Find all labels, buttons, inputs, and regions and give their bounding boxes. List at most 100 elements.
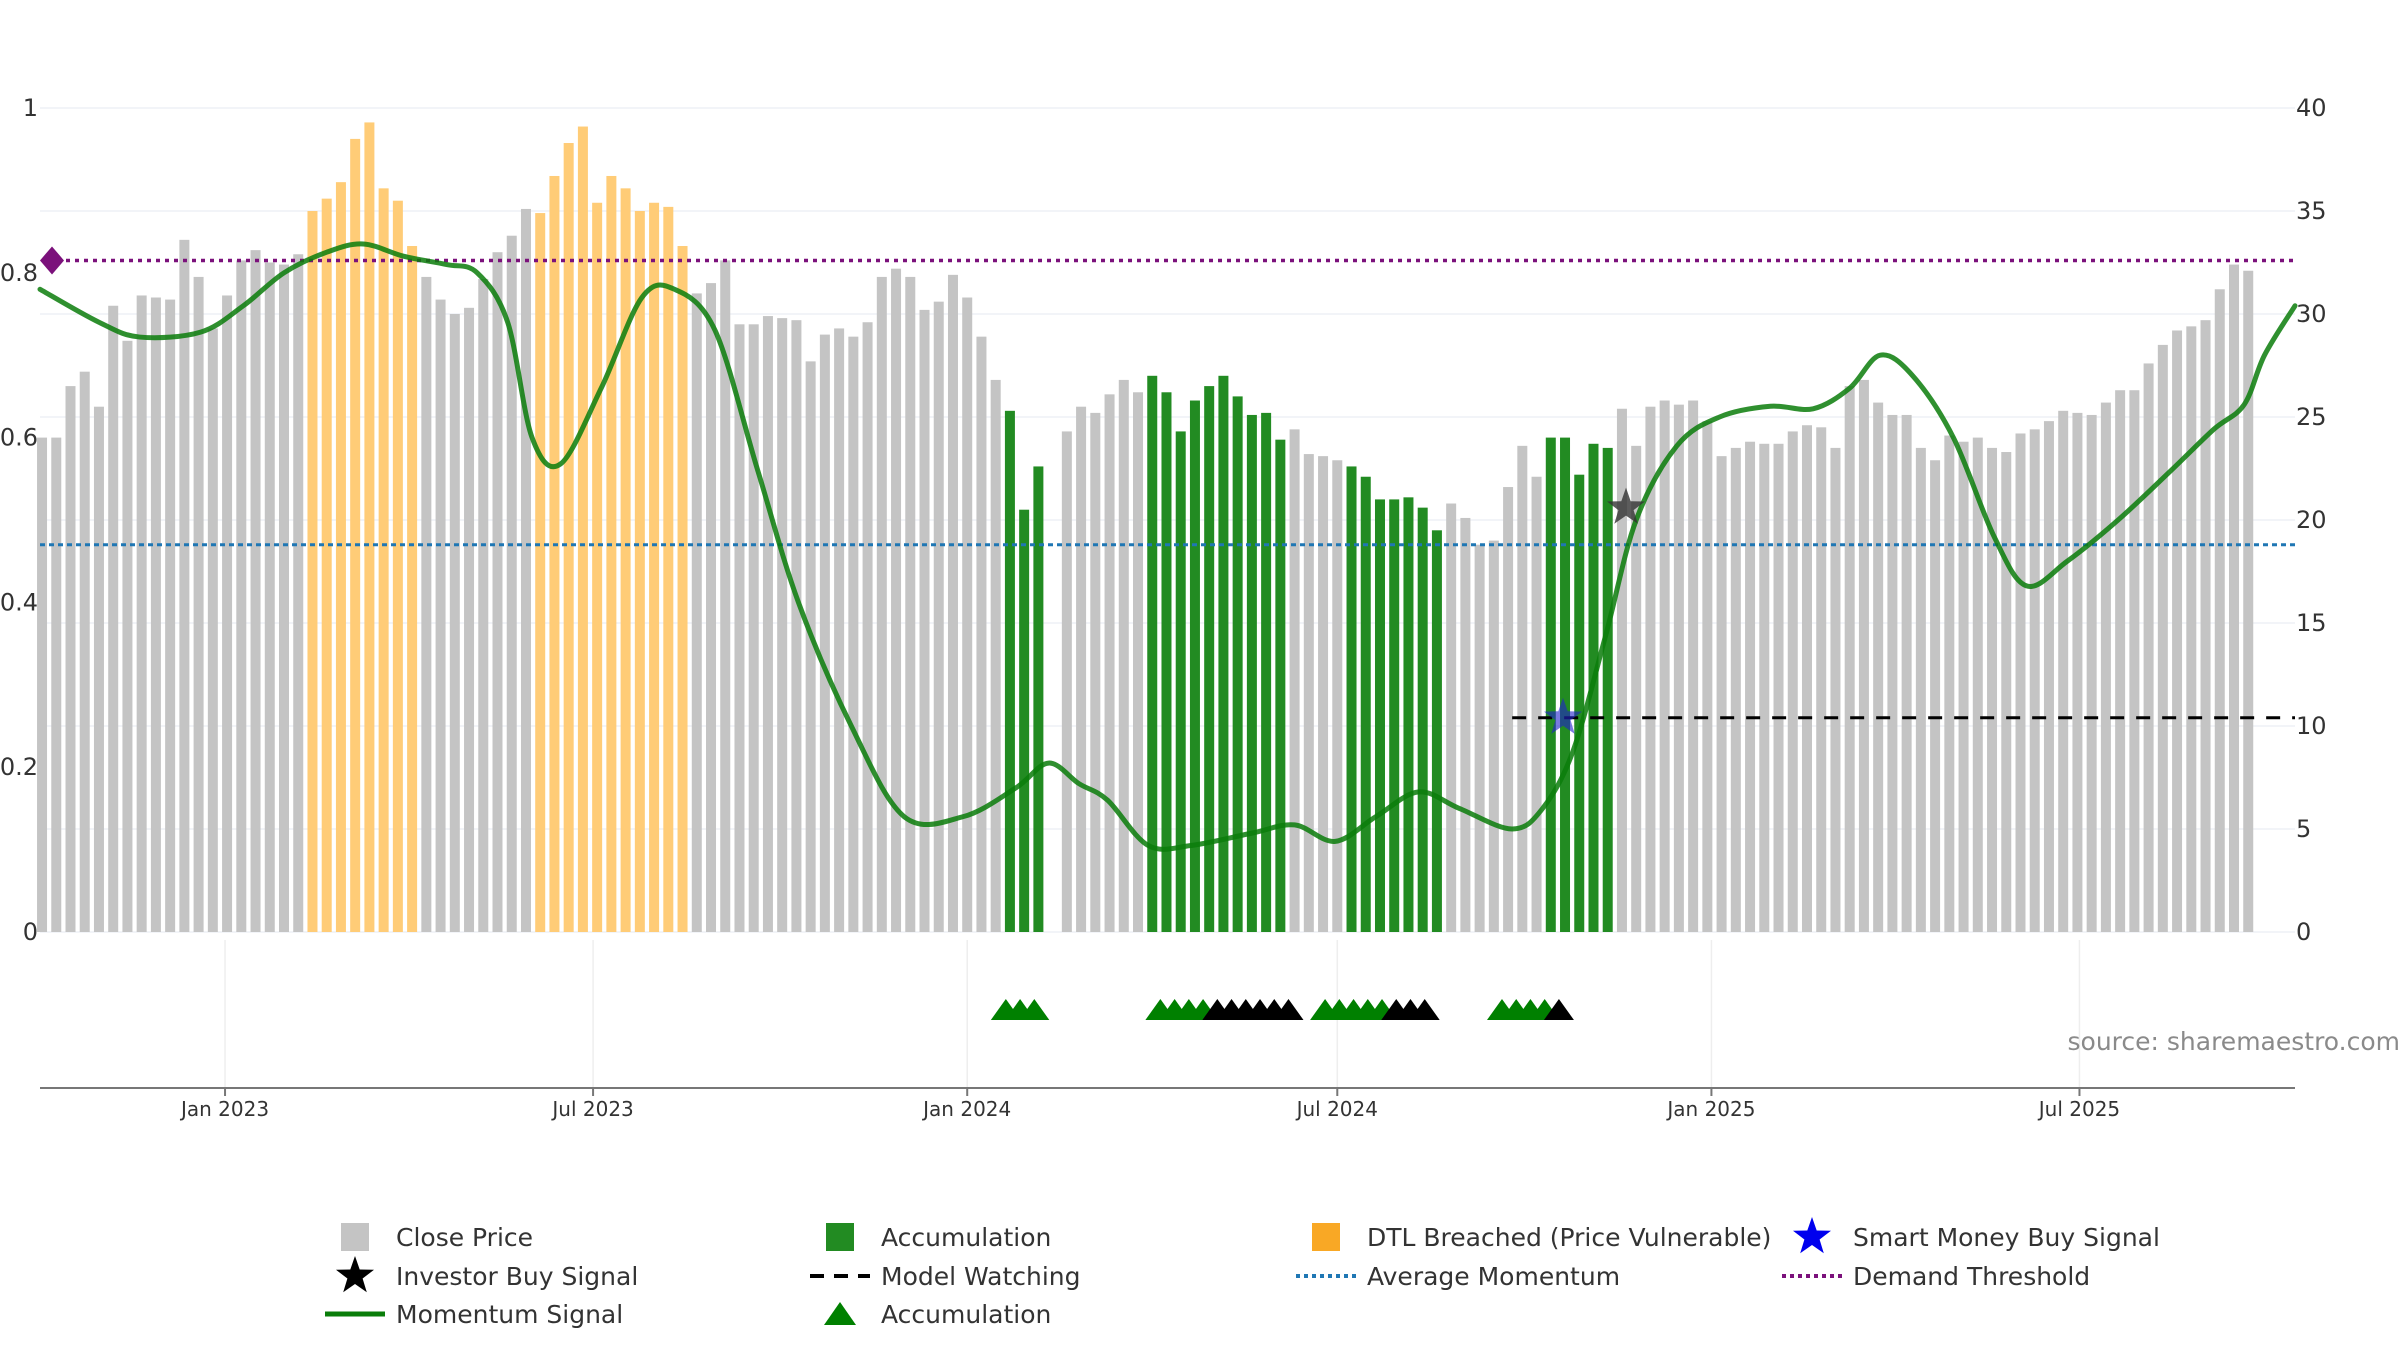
legend-item: Accumulation	[824, 1300, 1051, 1329]
x-tick-label: Jan 2025	[1665, 1097, 1755, 1121]
accumulation-bar	[1389, 499, 1400, 932]
investor-buy-signal-star	[1607, 487, 1645, 524]
accumulation-bar	[1560, 437, 1571, 932]
close-price-bar	[421, 276, 432, 932]
accumulation-bar	[1374, 499, 1385, 932]
close-price-bar	[2243, 270, 2254, 932]
close-price-bar	[2186, 326, 2197, 932]
close-price-bar	[1659, 400, 1670, 932]
accumulation-bar	[1147, 375, 1158, 932]
right-tick-label: 30	[2296, 300, 2327, 328]
close-price-bar	[862, 322, 873, 932]
accumulation-bar	[1204, 386, 1215, 933]
legend-item: DTL Breached (Price Vulnerable)	[1312, 1223, 1771, 1252]
legend-label: Close Price	[396, 1223, 533, 1252]
accumulation-bar	[1218, 375, 1229, 932]
close-price-bar	[762, 316, 773, 932]
dtl-breached-bar	[549, 175, 560, 933]
legend-label: DTL Breached (Price Vulnerable)	[1367, 1223, 1771, 1252]
dtl-breached-bar	[677, 246, 688, 932]
close-price-bar	[136, 295, 147, 933]
right-tick-label: 35	[2296, 197, 2327, 225]
close-price-bar	[720, 260, 731, 932]
legend-item: Accumulation	[826, 1223, 1051, 1252]
accumulation-bar	[1360, 476, 1371, 932]
close-price-bar	[1716, 456, 1727, 932]
close-price-bar	[65, 386, 76, 933]
close-price-bar	[435, 299, 446, 933]
left-tick-label: 0.8	[0, 259, 38, 287]
close-price-bar	[1488, 540, 1499, 932]
dtl-breached-bar	[407, 246, 418, 932]
legend-triangle-swatch	[824, 1302, 856, 1325]
close-price-bar	[1118, 379, 1129, 932]
dtl-breached-bar	[563, 143, 574, 932]
close-price-bar	[122, 340, 133, 932]
close-price-bar	[1303, 454, 1314, 932]
dtl-breached-bar	[577, 126, 588, 933]
close-price-bar	[848, 336, 859, 932]
left-tick-label: 0.4	[0, 588, 38, 616]
close-price-bar	[905, 276, 916, 932]
close-price-bar	[1104, 394, 1115, 933]
right-tick-label: 20	[2296, 506, 2327, 534]
left-tick-label: 0	[23, 918, 38, 946]
close-price-bar	[1958, 441, 1969, 932]
close-price-bar	[777, 318, 788, 932]
accumulation-bar	[1019, 509, 1030, 932]
close-price-bar	[2214, 289, 2225, 932]
accumulation-bar	[1431, 530, 1442, 932]
dtl-breached-bar	[364, 122, 375, 933]
close-price-bar	[193, 276, 204, 932]
close-price-bar	[1531, 476, 1542, 932]
close-price-bar	[990, 379, 1001, 932]
x-tick-label: Jul 2023	[550, 1097, 633, 1121]
accumulation-bar	[1004, 410, 1015, 932]
close-price-bar	[93, 406, 104, 932]
close-price-bar	[1745, 441, 1756, 932]
legend-item: Model Watching	[810, 1262, 1081, 1291]
x-tick-label: Jul 2024	[1295, 1097, 1378, 1121]
close-price-bar	[1730, 447, 1741, 932]
close-price-bar	[1332, 460, 1343, 932]
accumulation-bar	[1574, 474, 1585, 932]
dtl-breached-bar	[392, 200, 403, 932]
close-price-bar	[2228, 264, 2239, 932]
close-price-bar	[478, 278, 489, 933]
close-price-bar	[891, 268, 902, 932]
close-price-bar	[293, 254, 304, 932]
close-price-bar	[2129, 390, 2140, 933]
close-price-bar	[876, 276, 887, 932]
close-price-bar	[1901, 414, 1912, 932]
left-tick-label: 0.2	[0, 753, 38, 781]
legend-square-swatch	[826, 1223, 854, 1251]
close-price-bar	[2115, 390, 2126, 933]
close-price-bar	[1517, 445, 1528, 932]
close-price-bar	[506, 235, 517, 933]
dtl-breached-bar	[378, 188, 389, 933]
close-price-bar	[919, 309, 930, 932]
right-tick-label: 15	[2296, 609, 2327, 637]
accumulation-bar	[1175, 431, 1186, 932]
close-price-bar	[264, 262, 275, 932]
close-price-bar	[492, 252, 503, 932]
dtl-breached-bar	[663, 206, 674, 932]
right-tick-label: 40	[2296, 94, 2327, 122]
close-price-bar	[2172, 330, 2183, 933]
accumulation-triangle	[1019, 999, 1050, 1020]
close-price-bar	[79, 371, 90, 932]
close-price-bar	[748, 324, 759, 932]
dtl-breached-bar	[634, 211, 645, 932]
close-price-bar	[976, 336, 987, 932]
close-price-bar	[1830, 447, 1841, 932]
close-price-bar	[1773, 443, 1784, 932]
close-price-bar	[2043, 421, 2054, 932]
legend-label: Accumulation	[881, 1223, 1051, 1252]
close-price-bar	[1702, 421, 1713, 932]
close-price-bar	[1076, 406, 1087, 932]
legend-item: Demand Threshold	[1782, 1262, 2090, 1291]
close-price-bar	[1915, 447, 1926, 932]
close-price-bar	[1887, 414, 1898, 932]
close-price-bar	[37, 437, 48, 932]
